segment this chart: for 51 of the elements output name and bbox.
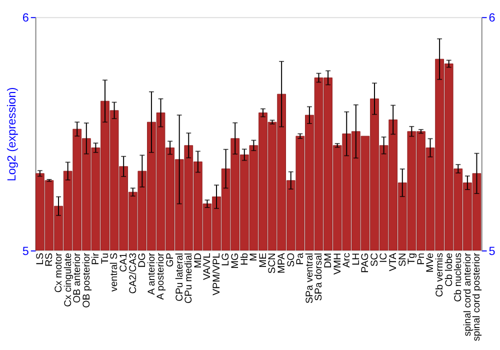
x-tick-label: SO	[286, 252, 297, 268]
x-tick-label: DG	[137, 252, 148, 268]
y-axis-title: Log2 (expression)	[6, 87, 19, 182]
x-tick-label: DM	[322, 252, 334, 268]
x-tick-label: MG	[230, 252, 242, 269]
x-tick-label: CA1	[118, 252, 130, 272]
x-tick-label: CA2/CA3	[128, 252, 139, 294]
y2-tick-label: 6	[488, 12, 496, 25]
x-tick-label: LH	[350, 252, 362, 266]
x-tick-label: PAG	[360, 252, 372, 273]
x-tick-label: ME	[258, 252, 269, 268]
x-tick-label: OB anterior	[72, 252, 84, 303]
x-tick-label: CPu medial	[184, 252, 195, 304]
x-tick-label: MD	[192, 252, 204, 268]
y2-tick-label: 5	[488, 244, 496, 258]
x-tick-label: SC	[369, 252, 380, 267]
x-tick-label: SCN	[267, 252, 278, 274]
x-tick-label: Cx motor	[53, 252, 64, 293]
x-tick-label: MVe	[425, 252, 436, 272]
x-tick-label: A anterior	[146, 252, 158, 295]
x-tick-label: CPu lateral	[174, 252, 186, 302]
x-tick-label: VPM/VPL	[211, 252, 222, 296]
x-tick-label: MPA	[276, 252, 288, 274]
x-tick-label: VMH	[332, 252, 344, 275]
x-tick-label: LG	[220, 252, 232, 266]
x-tick-label: Arc	[342, 252, 353, 268]
x-tick-label: Tg	[406, 252, 418, 264]
x-tick-label: Pn	[416, 252, 427, 265]
x-tick-label: OB posterior	[81, 252, 92, 308]
x-tick-label: Pir	[90, 252, 102, 265]
x-tick-label: GP	[164, 252, 176, 268]
x-tick-label: SPa dorsal	[314, 252, 325, 301]
x-tick-label: SPa ventral	[304, 252, 316, 304]
x-tick-label: VA/VL	[202, 252, 214, 280]
x-tick-label: A posterior	[156, 252, 167, 300]
x-tick-label: Hb	[239, 252, 250, 266]
x-tick-label: Tu	[100, 252, 111, 264]
x-tick-label: IC	[378, 252, 390, 263]
x-tick-label: Cb vermis	[434, 252, 446, 297]
x-tick-label: RS	[44, 252, 56, 267]
x-tick-label: ventral S	[109, 252, 120, 292]
x-tick-label: M	[248, 252, 260, 262]
x-tick-label: LS	[34, 252, 46, 265]
x-tick-label: VTA	[388, 252, 400, 272]
x-tick-label: SN	[397, 252, 408, 267]
x-tick-label: spinal cord anterior	[462, 252, 474, 336]
x-tick-label: spinal cord posterior	[472, 252, 483, 342]
x-tick-label: Pa	[295, 252, 306, 265]
x-tick-label: Cb nucleus	[453, 252, 464, 302]
x-tick-label: Cx cingulate	[62, 252, 74, 307]
x-tick-label: Cb lobe	[444, 252, 455, 287]
